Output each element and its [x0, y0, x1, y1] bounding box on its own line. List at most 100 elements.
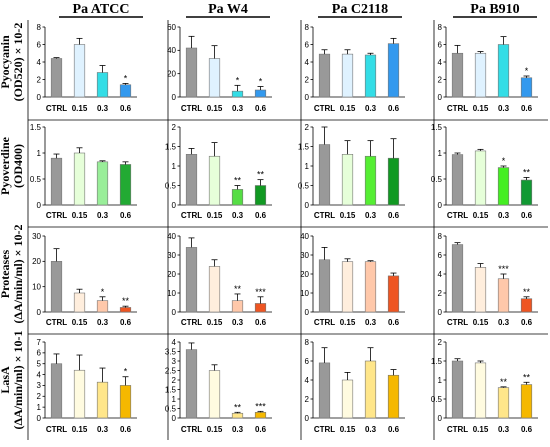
- y-tick-label: 8: [438, 232, 443, 241]
- y-tick-label: 3: [37, 381, 42, 390]
- bar: [231, 189, 244, 206]
- category-label: 0.15: [207, 104, 223, 113]
- chart-panel: 0 0.5 1 1.5 CTRL 0.15 * 0.3 ** 0.6: [431, 123, 538, 220]
- chart-panel: 0 10 20 30 CTRL 0.15 * 0.3 ** 0.6: [32, 232, 137, 327]
- significance-marker: *: [259, 77, 263, 87]
- chart-panel: 0 0.5 1 1.5 2 CTRL 0.15 0.3 0.6: [298, 123, 405, 220]
- y-tick-label: 1: [172, 395, 177, 404]
- category-label: 0.6: [120, 318, 132, 327]
- bar: [73, 44, 86, 98]
- y-tick-label: 8: [37, 23, 42, 32]
- y-tick-label: 0: [305, 201, 310, 210]
- bar: [341, 154, 354, 206]
- y-tick-label: 2: [305, 395, 310, 404]
- y-tick-label: 1.5: [30, 123, 42, 132]
- category-label: 0.15: [207, 425, 223, 434]
- y-tick-label: 30: [300, 251, 309, 260]
- category-label: 0.6: [255, 425, 267, 434]
- y-tick-label: 10: [167, 289, 176, 298]
- chart-panel: 0 0.5 1 1.5 2 CTRL 0.15 ** 0.3 ** 0.6: [165, 123, 272, 220]
- row-label-line1: LasA: [0, 366, 12, 394]
- y-tick-label: 40: [167, 46, 176, 55]
- y-tick-label: 2: [37, 392, 42, 401]
- category-label: 0.3: [365, 318, 377, 327]
- bar: [364, 261, 377, 313]
- category-label: 0.6: [120, 104, 132, 113]
- chart-panel: 0 0.5 1 1.5 2 CTRL 0.15 ** 0.3 ** 0.6: [431, 338, 538, 434]
- bar: [364, 360, 377, 419]
- bar: [497, 44, 510, 98]
- bar: [318, 259, 331, 313]
- y-tick-label: 0.5: [431, 395, 443, 404]
- category-label: 0.6: [388, 211, 400, 220]
- chart-panel: 0 10 20 30 40 CTRL 0.15 ** 0.3 *** 0.6: [167, 232, 272, 327]
- bar: [96, 72, 109, 98]
- y-tick-label: 7: [37, 338, 42, 347]
- bar: [341, 53, 354, 98]
- bar: [451, 244, 464, 313]
- y-tick-label: 6: [438, 251, 443, 260]
- category-label: 0.3: [97, 104, 109, 113]
- y-tick-label: 0: [305, 308, 310, 317]
- y-tick-label: 0: [172, 308, 177, 317]
- column-title-2: Pa C2118: [332, 2, 388, 17]
- significance-marker: **: [234, 176, 242, 186]
- category-label: CTRL: [314, 104, 335, 113]
- y-tick-label: 1.5: [165, 385, 177, 394]
- y-tick-label: 1.5: [165, 142, 177, 151]
- category-label: 0.15: [207, 211, 223, 220]
- significance-marker: **: [500, 377, 508, 387]
- significance-marker: *: [236, 75, 240, 85]
- category-label: CTRL: [447, 104, 468, 113]
- chart-panel: 0 2 4 6 8 CTRL 0.15 0.3 0.6: [305, 338, 405, 434]
- chart-panel: 0 2 4 6 8 CTRL 0.15 0.3 0.6: [305, 23, 405, 113]
- column-title-3: Pa B910: [470, 2, 519, 17]
- row-labels: Pyocyanin (OD520) × 10-2 Pyoverdine (OD400)…: [0, 23, 25, 430]
- y-tick-label: 2: [438, 338, 443, 347]
- y-tick-label: 5: [37, 360, 42, 369]
- bar: [96, 300, 109, 313]
- y-tick-label: 60: [167, 23, 176, 32]
- bar: [185, 349, 198, 419]
- bar: [474, 52, 487, 98]
- significance-marker: **: [523, 167, 531, 177]
- bar: [185, 154, 198, 206]
- y-tick-label: 20: [300, 270, 309, 279]
- category-label: 0.3: [97, 318, 109, 327]
- category-label: 0.15: [473, 104, 489, 113]
- y-tick-label: 6: [37, 349, 42, 358]
- y-tick-label: 4: [305, 376, 310, 385]
- significance-marker: ***: [255, 287, 266, 297]
- y-tick-label: 2: [172, 376, 177, 385]
- category-label: 0.6: [388, 318, 400, 327]
- y-tick-label: 2: [438, 289, 443, 298]
- y-tick-label: 0: [37, 414, 42, 423]
- y-tick-label: 4: [172, 338, 177, 347]
- category-label: CTRL: [314, 425, 335, 434]
- bar: [474, 267, 487, 313]
- category-label: 0.6: [255, 104, 267, 113]
- bar: [520, 298, 533, 313]
- bar: [364, 155, 377, 206]
- category-label: 0.15: [473, 211, 489, 220]
- bar: [341, 379, 354, 419]
- category-label: 0.6: [521, 104, 533, 113]
- bar: [497, 167, 510, 206]
- bar: [254, 89, 267, 98]
- significance-marker: *: [124, 367, 128, 377]
- category-label: 0.15: [473, 425, 489, 434]
- y-tick-label: 10: [32, 282, 41, 291]
- y-tick-label: 0: [438, 414, 443, 423]
- bar: [73, 292, 86, 313]
- bar: [96, 381, 109, 419]
- category-label: 0.6: [255, 211, 267, 220]
- bar: [50, 58, 63, 98]
- chart-panel: 0 1 2 3 45 6 7 CTRL 0.15 0.3 * 0.6: [37, 338, 137, 434]
- bar: [387, 374, 400, 419]
- chart-panel: 0 0.5 1 1.5 CTRL 0.15 0.3 0.6: [30, 123, 137, 220]
- category-label: 0.15: [340, 425, 356, 434]
- category-label: CTRL: [314, 318, 335, 327]
- category-label: 0.3: [498, 318, 510, 327]
- y-tick-label: 0: [37, 93, 42, 102]
